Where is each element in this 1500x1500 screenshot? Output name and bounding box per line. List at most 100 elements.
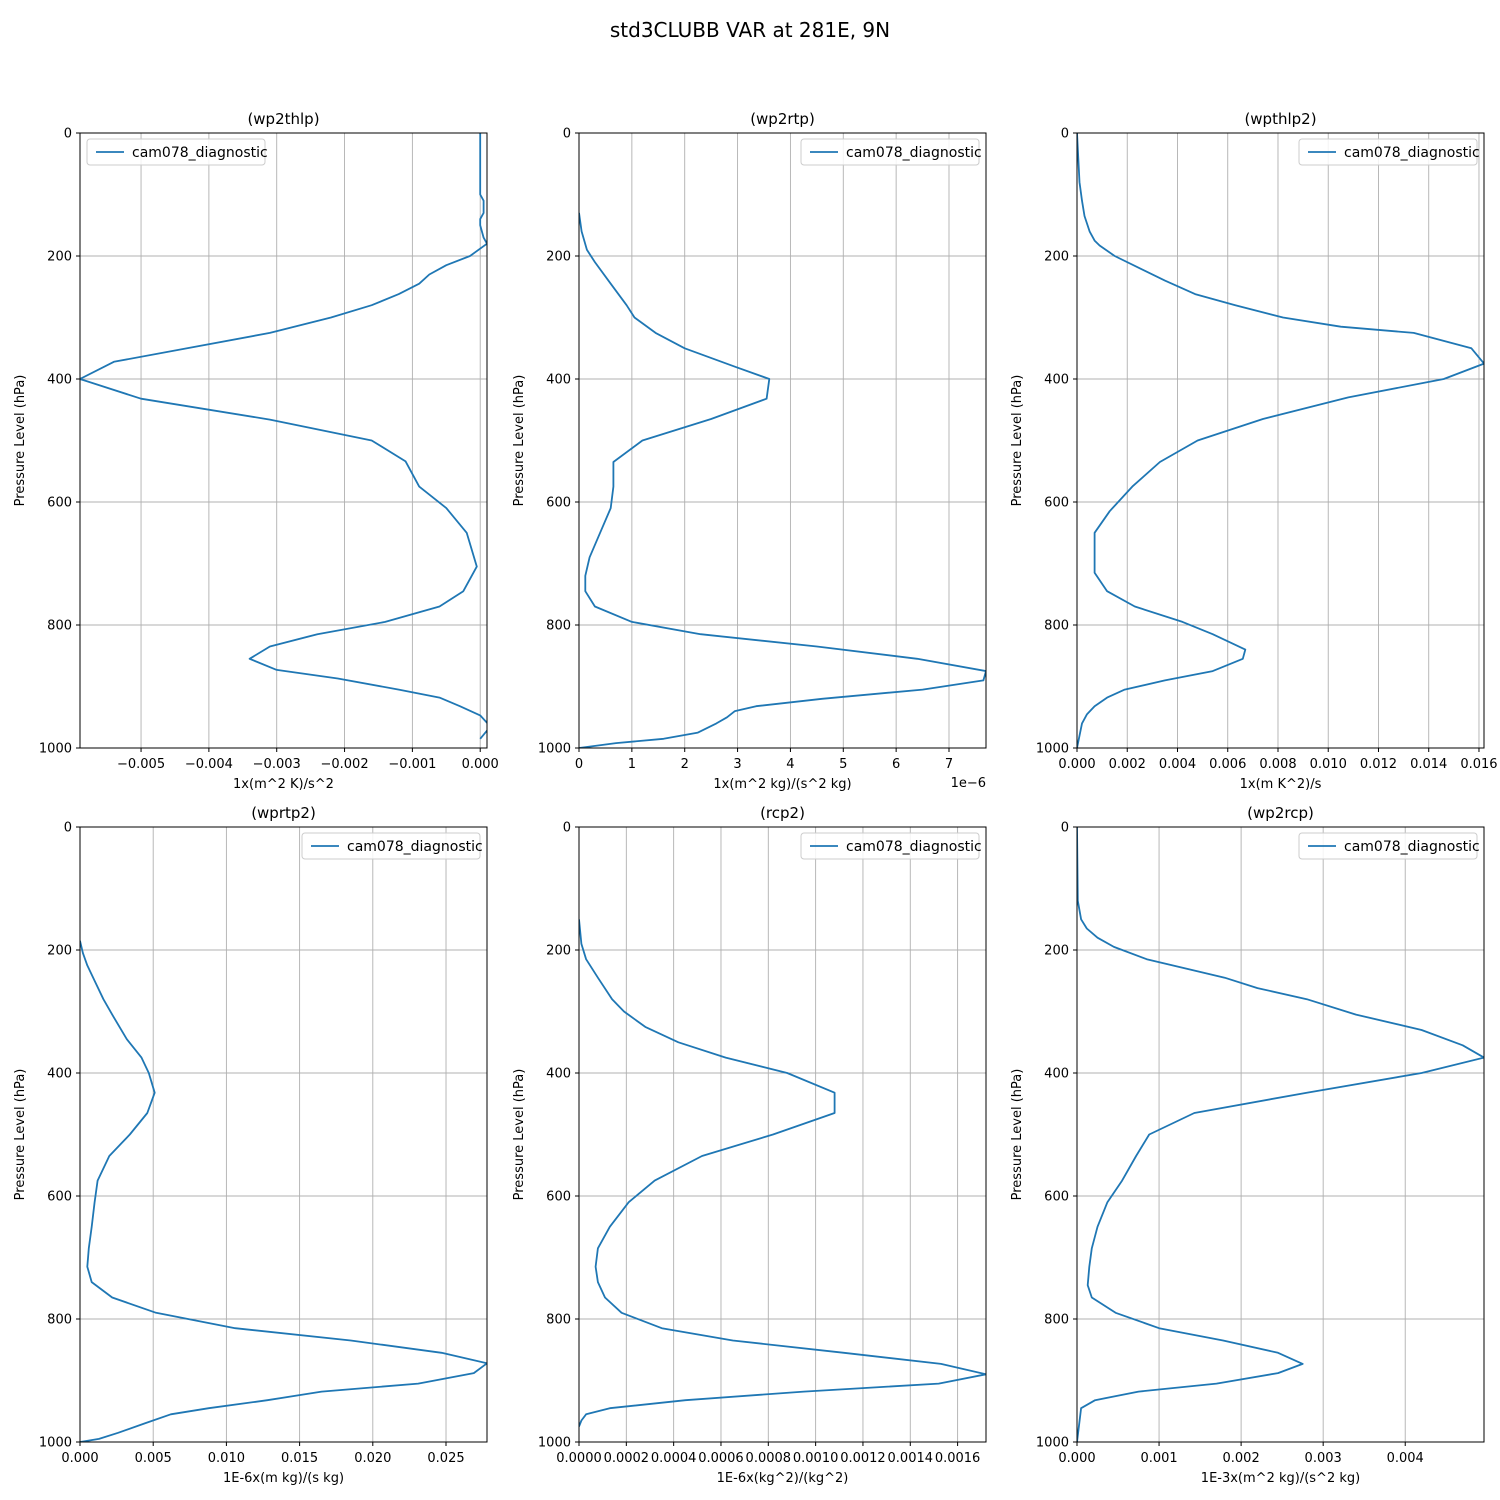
- legend-label: cam078_diagnostic: [347, 839, 483, 855]
- y-tick-label: 800: [1044, 619, 1069, 634]
- y-axis-label: Pressure Level (hPa): [13, 1069, 28, 1201]
- x-tick-label: 0.010: [1310, 757, 1347, 772]
- subplot-6: 0.000 0.001 0.002 0.003 0.004 0 200 400 600 800 10…: [1010, 804, 1485, 1486]
- x-tick-label: −0.002: [320, 757, 368, 772]
- x-tick-label: 0.015: [281, 1451, 318, 1466]
- x-axis-label: 1x(m^2 kg)/(s^2 kg): [713, 777, 851, 792]
- y-tick-label: 0: [563, 821, 571, 836]
- x-tick-label: 6: [892, 757, 900, 772]
- legend-box: [1298, 138, 1478, 166]
- x-tick-label: 0.010: [208, 1451, 245, 1466]
- x-tick-label: 0.0010: [793, 1451, 839, 1466]
- x-tick-label: 0.025: [427, 1451, 464, 1466]
- subplot-title: (rcp2): [760, 804, 805, 822]
- x-tick-label: −0.003: [253, 757, 301, 772]
- y-tick-label: 400: [1044, 1067, 1069, 1082]
- y-axis-label: Pressure Level (hPa): [512, 1069, 527, 1201]
- y-axis-label: Pressure Level (hPa): [1010, 1069, 1025, 1201]
- y-tick-label: 200: [47, 944, 72, 959]
- x-axis-label: 1E-6x(kg^2)/(kg^2): [717, 1471, 849, 1486]
- x-tick-label: 0.002: [1223, 1451, 1260, 1466]
- legend-label: cam078_diagnostic: [132, 145, 268, 161]
- x-tick-label: 1: [628, 757, 636, 772]
- x-tick-label: 0.000: [1058, 757, 1095, 772]
- x-axis-label: 1x(m^2 K)/s^2: [233, 777, 334, 792]
- subplot-3: 0.000 0.002 0.004 0.006 0.008 0.010 0.012 0.014…: [1010, 110, 1498, 792]
- x-tick-label: 0.0014: [888, 1451, 934, 1466]
- x-tick-label: 0.000: [61, 1451, 98, 1466]
- axes-frame: [79, 132, 488, 749]
- subplot-title: (wprtp2): [251, 804, 316, 822]
- legend: cam078_diagnostic: [800, 138, 982, 166]
- series-line: [579, 212, 986, 748]
- y-tick-label: 600: [546, 1190, 571, 1205]
- axes-frame: [578, 826, 987, 1443]
- legend-box: [1298, 832, 1478, 860]
- x-tick-label: 4: [786, 757, 794, 772]
- x-tick-label: 0.012: [1360, 757, 1397, 772]
- subplot-5: 0.0000 0.0002 0.0004 0.0006 0.0008 0.0010 0.00…: [512, 804, 987, 1486]
- axes-frame: [578, 132, 987, 749]
- subplot-title: (wp2rcp): [1247, 804, 1314, 822]
- y-tick-label: 400: [546, 1067, 571, 1082]
- x-tick-label: 0.0016: [935, 1451, 981, 1466]
- y-tick-label: 1000: [39, 742, 72, 757]
- x-tick-label: 0.000: [1058, 1451, 1095, 1466]
- x-tick-label: 0.0002: [604, 1451, 650, 1466]
- x-tick-label: 0.004: [1159, 757, 1196, 772]
- x-tick-label: 0.003: [1305, 1451, 1342, 1466]
- y-tick-label: 800: [1044, 1313, 1069, 1328]
- x-tick-label: 0.014: [1410, 757, 1447, 772]
- x-tick-label: 0: [575, 757, 583, 772]
- x-tick-label: 0.0008: [746, 1451, 792, 1466]
- y-axis-label: Pressure Level (hPa): [512, 375, 527, 507]
- x-tick-label: 0.0000: [556, 1451, 602, 1466]
- y-tick-label: 600: [546, 496, 571, 511]
- x-offset-label: 1e−6: [951, 776, 986, 791]
- y-axis-label: Pressure Level (hPa): [1010, 375, 1025, 507]
- series-line: [1077, 133, 1484, 748]
- x-axis-label: 1E-3x(m^2 kg)/(s^2 kg): [1201, 1471, 1360, 1486]
- x-tick-label: 0.0006: [698, 1451, 744, 1466]
- x-tick-label: 0.000: [462, 757, 499, 772]
- y-tick-label: 1000: [538, 1436, 571, 1451]
- y-tick-label: 800: [546, 1313, 571, 1328]
- y-tick-label: 1000: [538, 742, 571, 757]
- y-tick-label: 200: [1044, 250, 1069, 265]
- y-tick-label: 0: [64, 127, 72, 142]
- legend-label: cam078_diagnostic: [1344, 839, 1480, 855]
- x-tick-label: 0.0004: [651, 1451, 697, 1466]
- x-tick-label: 0.016: [1460, 757, 1497, 772]
- y-tick-label: 1000: [39, 1436, 72, 1451]
- y-tick-label: 200: [1044, 944, 1069, 959]
- y-tick-label: 800: [546, 619, 571, 634]
- x-tick-label: 0.0012: [840, 1451, 886, 1466]
- y-tick-label: 600: [1044, 496, 1069, 511]
- x-tick-label: 5: [839, 757, 847, 772]
- x-tick-label: 0.002: [1109, 757, 1146, 772]
- legend-label: cam078_diagnostic: [846, 145, 982, 161]
- x-tick-label: 0.005: [135, 1451, 172, 1466]
- legend: cam078_diagnostic: [301, 832, 483, 860]
- y-tick-label: 0: [1061, 127, 1069, 142]
- y-tick-label: 400: [1044, 373, 1069, 388]
- subplot-title: (wpthlp2): [1244, 110, 1316, 128]
- subplot-title: (wp2thlp): [247, 110, 319, 128]
- subplot-grid: −0.005 −0.004 −0.003 −0.002 −0.001 0.00002004…: [13, 110, 1498, 1486]
- x-tick-label: 3: [733, 757, 741, 772]
- axes-frame: [79, 826, 488, 1443]
- legend-box: [800, 832, 980, 860]
- x-tick-label: 0.004: [1387, 1451, 1424, 1466]
- x-tick-label: 0.006: [1209, 757, 1246, 772]
- legend-box: [800, 138, 980, 166]
- subplot-4: 0.000 0.005 0.010 0.015 0.020 0.025 0 200 400 600…: [13, 804, 488, 1486]
- subplot-2: 0 1 2 3 4 5 6 7 0 200 400 600 800 1000 (wp2rtp) 1x(m^2 …: [512, 110, 987, 792]
- subplot-1: −0.005 −0.004 −0.003 −0.002 −0.001 0.000 0 200 4…: [13, 110, 499, 792]
- legend-box: [86, 138, 266, 166]
- series-line: [579, 919, 986, 1427]
- legend: cam078_diagnostic: [86, 138, 268, 166]
- legend-label: cam078_diagnostic: [1344, 145, 1480, 161]
- y-tick-label: 0: [563, 127, 571, 142]
- y-tick-label: 400: [47, 373, 72, 388]
